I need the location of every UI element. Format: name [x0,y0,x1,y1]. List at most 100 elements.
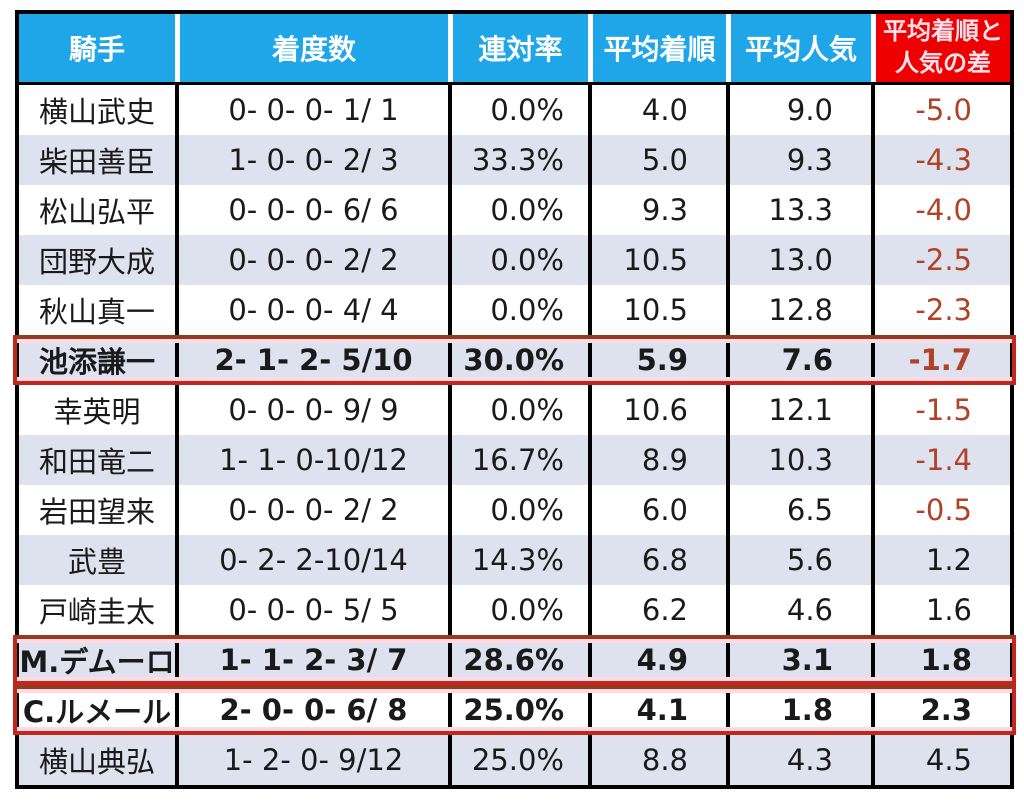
table-row: 横山武史 0- 0- 0- 1/ 1 0.0% 4.0 9.0 -5.0 [19,85,1010,135]
header-rate: 連対率 [448,14,588,82]
rate-cell: 0.0% [448,585,588,635]
avg-popularity-cell: 4.6 [726,585,871,635]
jockey-cell: 幸英明 [19,385,175,435]
table-header-row: 騎手 着度数 連対率 平均着順 平均人気 平均着順と 人気の差 [19,14,1010,85]
rate-cell: 33.3% [448,135,588,185]
table-row: 和田竜二 1- 1- 0-10/12 16.7% 8.9 10.3 -1.4 [19,435,1010,485]
jockey-cell: 横山典弘 [19,735,175,785]
avg-finish-cell: 10.5 [588,285,726,335]
record-cell: 0- 0- 0- 4/ 4 [175,285,448,335]
jockey-cell: 武豊 [19,535,175,585]
table-row: 横山典弘 1- 2- 0- 9/12 25.0% 8.8 4.3 4.5 [19,735,1010,785]
rate-cell: 30.0% [448,335,588,385]
jockey-cell: 池添謙一 [19,335,175,385]
avg-finish-cell: 9.3 [588,185,726,235]
avg-popularity-cell: 4.3 [726,735,871,785]
header-diff: 平均着順と 人気の差 [871,14,1010,82]
table-row: 戸崎圭太 0- 0- 0- 5/ 5 0.0% 6.2 4.6 1.6 [19,585,1010,635]
diff-cell: 4.5 [871,735,1010,785]
header-diff-line2: 人気の差 [895,49,991,77]
diff-cell: -4.3 [871,135,1010,185]
jockey-cell: 柴田善臣 [19,135,175,185]
rate-cell: 28.6% [448,635,588,685]
jockey-cell: M.デムーロ [19,635,175,685]
rate-cell: 0.0% [448,85,588,135]
record-cell: 1- 1- 2- 3/ 7 [175,635,448,685]
diff-cell: 1.2 [871,535,1010,585]
header-avg-popularity: 平均人気 [726,14,871,82]
record-cell: 0- 0- 0- 5/ 5 [175,585,448,635]
diff-cell: 1.6 [871,585,1010,635]
table-body: 横山武史 0- 0- 0- 1/ 1 0.0% 4.0 9.0 -5.0 柴田善臣 1- 0-… [13,85,1016,785]
avg-finish-cell: 10.6 [588,385,726,435]
avg-popularity-cell: 6.5 [726,485,871,535]
rate-cell: 14.3% [448,535,588,585]
rate-cell: 25.0% [448,735,588,785]
rate-cell: 25.0% [448,685,588,735]
record-cell: 0- 0- 0- 9/ 9 [175,385,448,435]
table-row: 秋山真一 0- 0- 0- 4/ 4 0.0% 10.5 12.8 -2.3 [19,285,1010,335]
table-row: 柴田善臣 1- 0- 0- 2/ 3 33.3% 5.0 9.3 -4.3 [19,135,1010,185]
diff-cell: -1.7 [871,335,1010,385]
table-row: M.デムーロ 1- 1- 2- 3/ 7 28.6% 4.9 3.1 1.8 [13,635,1016,685]
rate-cell: 0.0% [448,485,588,535]
jockey-stats-table: 騎手 着度数 連対率 平均着順 平均人気 平均着順と 人気の差 横山武史 0- 0… [13,10,1016,789]
jockey-cell: 岩田望来 [19,485,175,535]
rate-cell: 0.0% [448,285,588,335]
avg-popularity-cell: 1.8 [726,685,871,735]
table-row: 武豊 0- 2- 2-10/14 14.3% 6.8 5.6 1.2 [19,535,1010,585]
header-avg-finish: 平均着順 [588,14,726,82]
diff-cell: 1.8 [871,635,1010,685]
record-cell: 2- 1- 2- 5/10 [175,335,448,385]
avg-finish-cell: 5.0 [588,135,726,185]
avg-finish-cell: 8.8 [588,735,726,785]
jockey-cell: 戸崎圭太 [19,585,175,635]
avg-finish-cell: 4.1 [588,685,726,735]
diff-cell: -5.0 [871,85,1010,135]
avg-finish-cell: 6.0 [588,485,726,535]
table-row: 岩田望来 0- 0- 0- 2/ 2 0.0% 6.0 6.5 -0.5 [19,485,1010,535]
avg-finish-cell: 4.0 [588,85,726,135]
rate-cell: 0.0% [448,385,588,435]
avg-popularity-cell: 7.6 [726,335,871,385]
diff-cell: -0.5 [871,485,1010,535]
jockey-cell: 横山武史 [19,85,175,135]
table-row: 団野大成 0- 0- 0- 2/ 2 0.0% 10.5 13.0 -2.5 [19,235,1010,285]
avg-popularity-cell: 9.0 [726,85,871,135]
rate-cell: 16.7% [448,435,588,485]
rate-cell: 0.0% [448,185,588,235]
diff-cell: -2.5 [871,235,1010,285]
diff-cell: -4.0 [871,185,1010,235]
record-cell: 1- 2- 0- 9/12 [175,735,448,785]
avg-finish-cell: 8.9 [588,435,726,485]
header-diff-line1: 平均着順と [883,17,1003,46]
avg-popularity-cell: 13.0 [726,235,871,285]
record-cell: 0- 2- 2-10/14 [175,535,448,585]
diff-cell: 2.3 [871,685,1010,735]
avg-popularity-cell: 9.3 [726,135,871,185]
avg-popularity-cell: 5.6 [726,535,871,585]
jockey-cell: 松山弘平 [19,185,175,235]
avg-finish-cell: 5.9 [588,335,726,385]
record-cell: 2- 0- 0- 6/ 8 [175,685,448,735]
avg-popularity-cell: 12.1 [726,385,871,435]
jockey-cell: 和田竜二 [19,435,175,485]
record-cell: 0- 0- 0- 2/ 2 [175,235,448,285]
diff-cell: -2.3 [871,285,1010,335]
table-row: 松山弘平 0- 0- 0- 6/ 6 0.0% 9.3 13.3 -4.0 [19,185,1010,235]
avg-finish-cell: 6.8 [588,535,726,585]
table-row: 池添謙一 2- 1- 2- 5/10 30.0% 5.9 7.6 -1.7 [13,335,1016,385]
diff-cell: -1.4 [871,435,1010,485]
avg-popularity-cell: 10.3 [726,435,871,485]
table-row: 幸英明 0- 0- 0- 9/ 9 0.0% 10.6 12.1 -1.5 [19,385,1010,435]
record-cell: 0- 0- 0- 1/ 1 [175,85,448,135]
header-record: 着度数 [175,14,448,82]
avg-popularity-cell: 12.8 [726,285,871,335]
avg-popularity-cell: 13.3 [726,185,871,235]
diff-cell: -1.5 [871,385,1010,435]
header-jockey: 騎手 [19,14,175,82]
jockey-cell: 団野大成 [19,235,175,285]
avg-finish-cell: 6.2 [588,585,726,635]
table-row: C.ルメール 2- 0- 0- 6/ 8 25.0% 4.1 1.8 2.3 [13,685,1016,735]
record-cell: 0- 0- 0- 2/ 2 [175,485,448,535]
